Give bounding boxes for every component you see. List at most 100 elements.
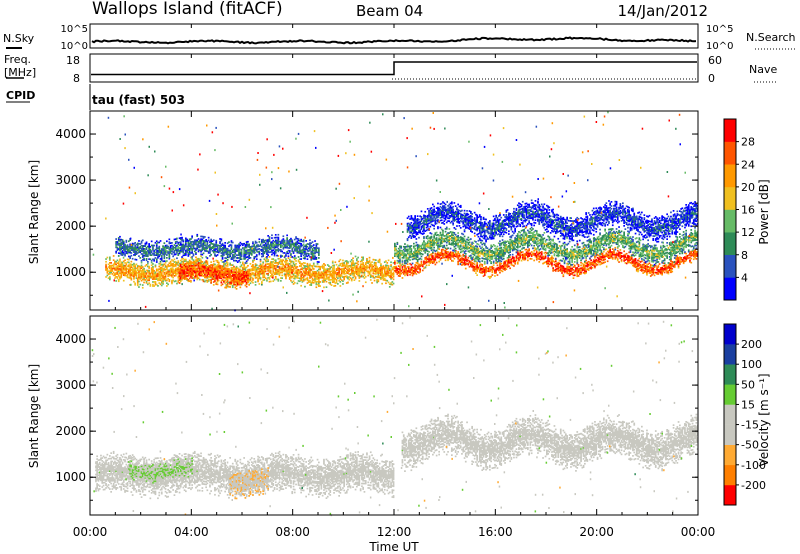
heatmap-cell-power <box>183 270 186 272</box>
heatmap-cell-power <box>271 263 273 266</box>
heatmap-cell-power <box>114 267 116 270</box>
heatmap-cell-power <box>182 250 185 253</box>
heatmap-cell-power <box>310 284 313 286</box>
heatmap-cell-power <box>157 255 159 258</box>
heatmap-cell-power <box>126 244 129 246</box>
heatmap-cell-power <box>601 252 604 255</box>
heatmap-cell-power <box>245 281 248 284</box>
heatmap-cell-power <box>301 281 304 283</box>
heatmap-cell-power <box>154 282 157 285</box>
heatmap-cell-power <box>215 273 218 276</box>
heatmap-cell-power <box>329 274 332 277</box>
heatmap-cell-power <box>196 233 199 236</box>
heatmap-cell-power <box>369 273 372 276</box>
heatmap-cell-power <box>226 248 229 250</box>
heatmap-cell-power <box>129 263 131 265</box>
heatmap-cell-power <box>311 267 314 270</box>
heatmap-cell-power <box>271 274 273 277</box>
heatmap-cell-power <box>173 249 176 252</box>
heatmap-cell-power <box>106 270 109 273</box>
heatmap-cell-power <box>126 249 129 252</box>
heatmap-cell-power <box>179 241 182 243</box>
heatmap-cell-power <box>316 278 319 280</box>
heatmap-cell-power <box>171 242 173 244</box>
heatmap-cell-power <box>262 266 264 269</box>
heatmap-cell-power <box>231 268 234 271</box>
heatmap-cell-power <box>125 272 128 274</box>
heatmap-cell-power <box>179 246 182 249</box>
heatmap-cell-power <box>162 278 164 281</box>
freq-tick-bottom: 8 <box>73 72 80 85</box>
heatmap-cell-power <box>182 260 185 263</box>
heatmap-cell-power <box>141 284 144 286</box>
heatmap-cell-power <box>201 279 204 281</box>
heatmap-cell-power <box>361 270 363 272</box>
heatmap-cell-power <box>207 280 210 282</box>
heatmap-cell-power <box>230 279 233 282</box>
heatmap-cell-power <box>315 283 318 286</box>
heatmap-cell-power <box>276 262 278 264</box>
heatmap-cell-power <box>310 269 313 271</box>
heatmap-cell-power <box>139 275 142 278</box>
heatmap-cell-power <box>285 261 287 263</box>
heatmap-cell-power <box>182 257 185 260</box>
heatmap-cell-power <box>359 275 362 278</box>
heatmap-cell-power <box>155 268 158 271</box>
heatmap-cell-power <box>230 280 233 283</box>
heatmap-cell-power <box>337 271 339 274</box>
heatmap-cell-power <box>316 243 319 245</box>
heatmap-cell-power <box>188 272 191 274</box>
heatmap-cell-power <box>321 264 324 267</box>
heatmap-cell-power <box>386 273 389 275</box>
freq-label-1: Freq. <box>4 53 31 66</box>
heatmap-cell-power <box>166 250 168 252</box>
heatmap-cell-power <box>378 275 381 277</box>
heatmap-cell-power <box>392 273 395 275</box>
heatmap-cell-power <box>216 275 219 277</box>
heatmap-cell-power <box>338 275 340 278</box>
heatmap-cell-power <box>197 273 200 275</box>
heatmap-cell-power <box>204 236 206 238</box>
heatmap-cell-power <box>254 270 257 272</box>
heatmap-cell-power <box>335 269 338 272</box>
heatmap-cell-power <box>318 276 320 279</box>
heatmap-cell-power <box>323 278 325 280</box>
heatmap-cell-power <box>329 281 332 284</box>
heatmap-cell-power <box>109 271 111 274</box>
heatmap-cell-power <box>330 284 333 286</box>
heatmap-cell-power <box>119 249 121 252</box>
heatmap-cell-power <box>276 269 278 271</box>
heatmap-cell-power <box>288 271 291 273</box>
heatmap-cell-power <box>193 268 196 271</box>
heatmap-cell-power <box>319 281 321 283</box>
heatmap-cell-power <box>363 277 366 279</box>
heatmap-cell-power <box>233 276 235 279</box>
heatmap-cell-power <box>323 268 325 271</box>
heatmap-cell-power <box>606 260 609 263</box>
heatmap-cell-power <box>131 273 134 276</box>
heatmap-cell-power <box>280 268 282 271</box>
heatmap-cell-power <box>366 270 368 273</box>
heatmap-cell-power <box>166 254 168 256</box>
heatmap-cell-power <box>258 267 261 270</box>
heatmap-cell-power <box>125 269 128 271</box>
heatmap-cell-power <box>229 272 231 274</box>
heatmap-cell-power <box>139 265 142 268</box>
heatmap-cell-power <box>141 239 144 242</box>
heatmap-cell-power <box>274 267 277 270</box>
heatmap-cell-power <box>319 267 321 269</box>
heatmap-cell-power <box>173 272 176 274</box>
heatmap-cell-power <box>138 255 140 257</box>
heatmap-cell-power <box>131 257 134 260</box>
heatmap-cell-power <box>268 267 271 269</box>
heatmap-cell-power <box>128 261 130 264</box>
heatmap-cell-power <box>171 244 173 247</box>
heatmap-cell-power <box>272 274 275 277</box>
heatmap-cell-power <box>160 273 163 276</box>
heatmap-cell-power <box>230 266 233 269</box>
heatmap-cell-power <box>191 270 193 273</box>
heatmap-cell-power <box>126 276 129 279</box>
heatmap-cell-power <box>112 267 115 270</box>
heatmap-cell-power <box>281 266 283 268</box>
heatmap-cell-power <box>220 272 223 274</box>
